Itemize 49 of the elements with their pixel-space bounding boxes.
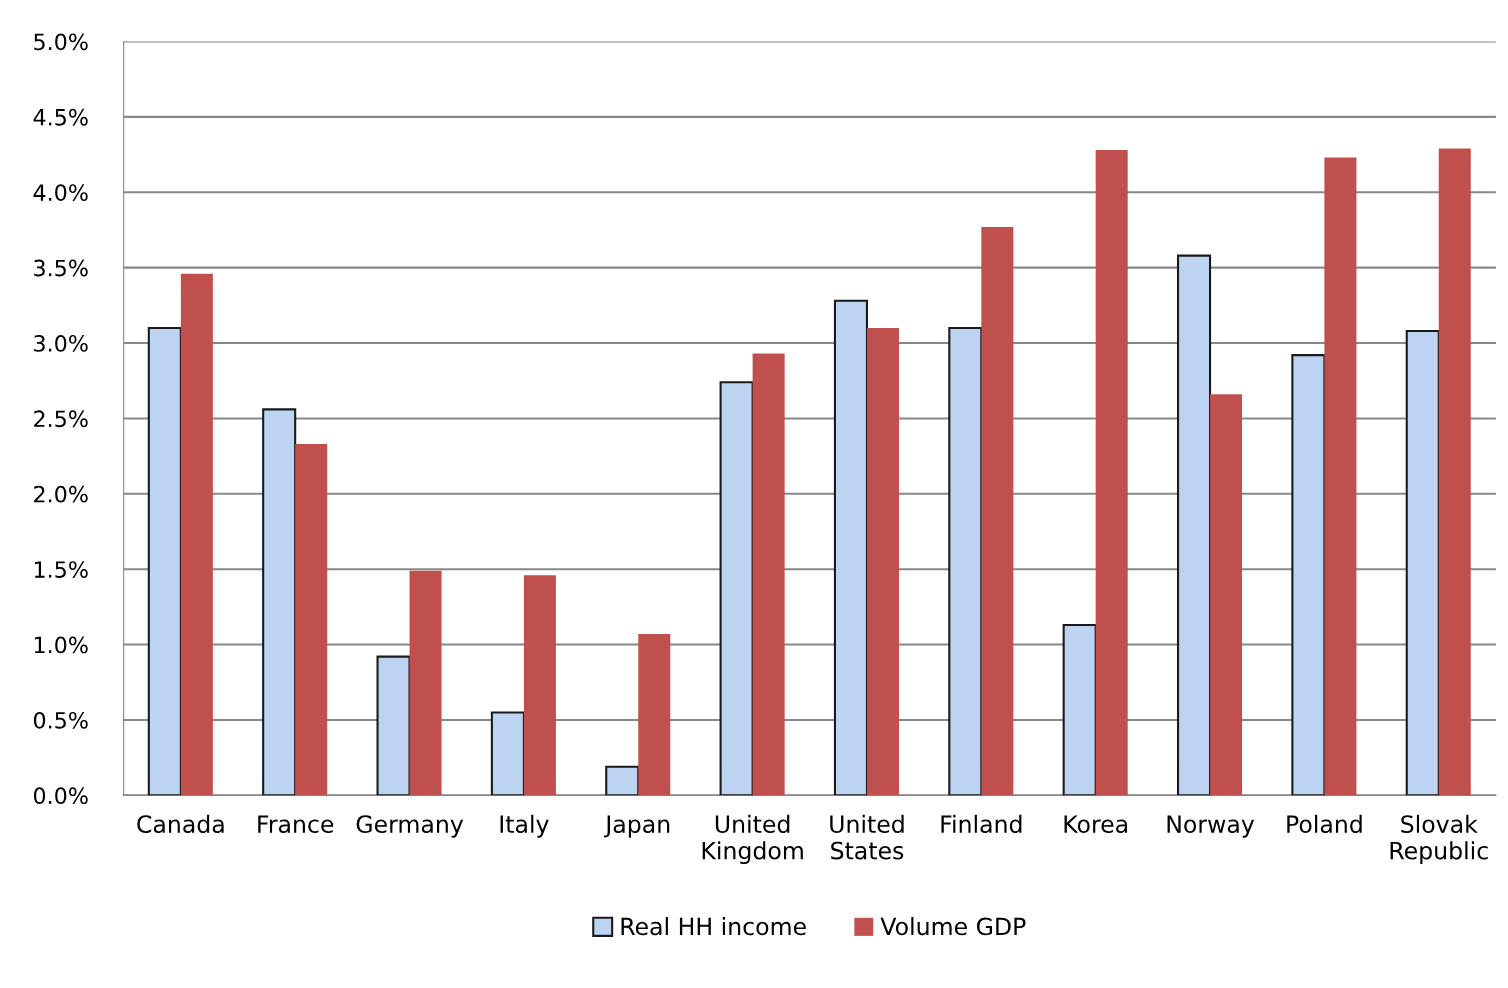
bar bbox=[752, 353, 785, 796]
y-tick-label: 1.0% bbox=[34, 636, 88, 654]
x-tick-label: United Kingdom bbox=[702, 814, 803, 865]
bar bbox=[262, 408, 297, 796]
y-tick-label: 3.5% bbox=[34, 259, 88, 277]
y-tick-label: 1.5% bbox=[34, 561, 88, 578]
x-tick-label: Norway bbox=[1167, 815, 1255, 838]
legend-label: Volume GDP bbox=[880, 917, 1026, 936]
y-tick-label: 2.0% bbox=[34, 485, 88, 503]
bar bbox=[490, 711, 525, 796]
y-tick-label: 3.0% bbox=[34, 334, 88, 352]
bar bbox=[180, 273, 213, 796]
y-tick-label: 4.5% bbox=[33, 108, 88, 126]
x-tick-label: Korea bbox=[1064, 815, 1127, 834]
bar bbox=[719, 381, 754, 796]
bar bbox=[605, 765, 640, 796]
x-tick-label: United States bbox=[830, 814, 904, 860]
bar bbox=[1210, 394, 1243, 796]
x-tick-label: Finland bbox=[941, 814, 1022, 834]
bar bbox=[948, 326, 983, 796]
bar bbox=[638, 634, 671, 796]
bar bbox=[147, 326, 182, 796]
bar bbox=[833, 299, 869, 796]
y-tick-label: 5.0% bbox=[34, 33, 88, 51]
bar bbox=[866, 327, 899, 796]
bar bbox=[409, 570, 442, 796]
x-tick-label: Slovak Republic bbox=[1390, 814, 1488, 865]
bar bbox=[1405, 329, 1440, 796]
bar bbox=[1438, 148, 1471, 796]
bar bbox=[981, 226, 1014, 796]
y-tick-label: 2.5% bbox=[34, 410, 88, 428]
bar bbox=[1324, 157, 1357, 796]
x-tick-label: Japan bbox=[604, 815, 670, 838]
y-tick-label: 4.0% bbox=[33, 184, 88, 202]
y-tick-label: 0.5% bbox=[33, 711, 88, 729]
bar bbox=[1176, 254, 1212, 796]
x-tick-label: France bbox=[258, 815, 334, 834]
bar bbox=[1062, 623, 1097, 796]
x-tick-label: Poland bbox=[1287, 814, 1362, 834]
x-tick-label: Germany bbox=[356, 815, 464, 838]
bar bbox=[1291, 354, 1326, 796]
bar bbox=[523, 575, 556, 796]
y-tick-label: 0.0% bbox=[33, 787, 88, 805]
bar bbox=[295, 444, 328, 796]
bar bbox=[376, 655, 411, 796]
legend-label: Real HH income bbox=[621, 917, 806, 936]
x-tick-label: Canada bbox=[137, 814, 224, 834]
x-tick-label: Italy bbox=[500, 814, 549, 838]
bar bbox=[1095, 150, 1128, 796]
